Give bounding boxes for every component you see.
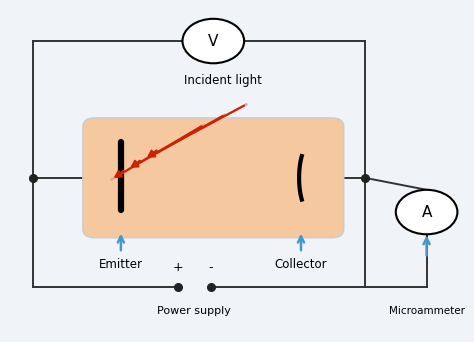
Text: -: - [209,261,213,274]
Text: A: A [421,205,432,220]
Circle shape [182,19,244,63]
Circle shape [396,190,457,234]
Text: Microammeter: Microammeter [389,306,465,316]
Text: +: + [173,261,183,274]
Text: Power supply: Power supply [157,306,231,316]
Text: Collector: Collector [274,258,328,271]
Text: Emitter: Emitter [99,258,143,271]
FancyBboxPatch shape [83,118,344,238]
Text: V: V [208,34,219,49]
Text: Incident light: Incident light [184,74,262,87]
